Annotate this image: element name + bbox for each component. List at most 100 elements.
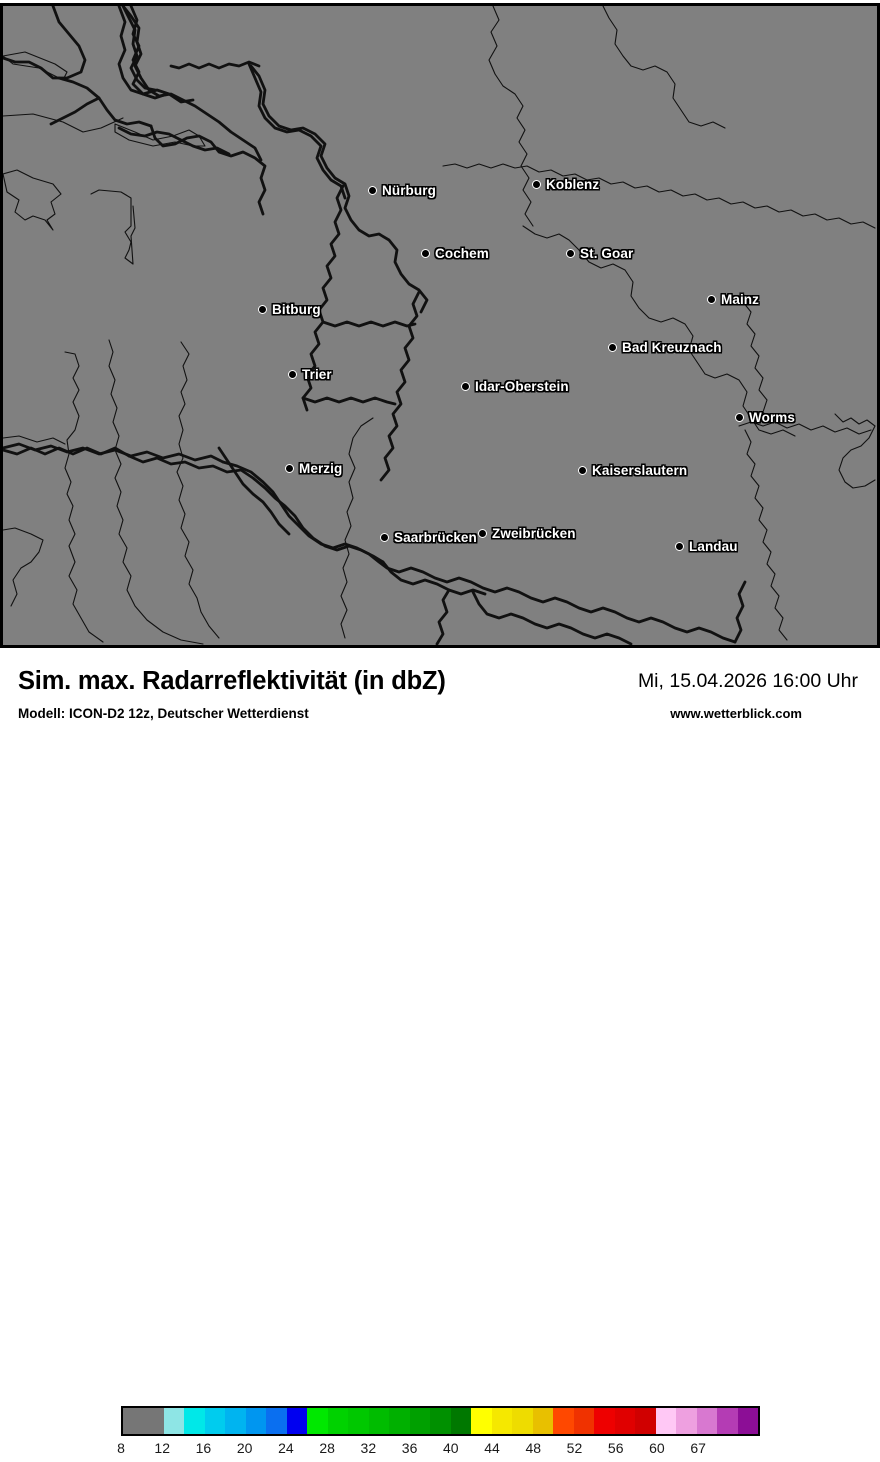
colorbar-cell [245,1408,267,1434]
city-marker: Koblenz [532,177,599,192]
city-label: Merzig [299,461,343,476]
colorbar-cell [368,1408,390,1434]
colorbar-cell [573,1408,595,1434]
colorbar-tick: 20 [236,1440,253,1456]
map-frame[interactable]: Nürburg Koblenz Cochem St. Goar Bitburg Mainz… [0,3,880,648]
colorbar-tick: 32 [360,1440,377,1456]
model-subtitle: Modell: ICON-D2 12z, Deutscher Wetterdie… [18,706,309,721]
colorbar-tick: 28 [319,1440,335,1456]
colorbar-tick: 60 [649,1440,665,1456]
colorbar-tick: 67 [690,1440,706,1456]
city-dot-icon [288,370,297,379]
colorbar-cell [594,1408,615,1434]
site-url-label: www.wetterblick.com [670,706,802,721]
city-label: Trier [302,367,332,382]
colorbar-cell [471,1408,492,1434]
colorbar-cell [184,1408,205,1434]
colorbar-cell [389,1408,410,1434]
reflectivity-colorbar[interactable] [121,1406,760,1436]
colorbar-cell [430,1408,451,1434]
city-dot-icon [566,249,575,258]
colorbar-tick: 24 [278,1440,294,1456]
city-dot-icon [478,529,487,538]
colorbar-tick: 48 [525,1440,542,1456]
colorbar-tick-labels: 8 12 16 20 24 28 32 36 40 44 48 52 56 60 67 [117,1440,760,1462]
primary-borders [3,6,747,645]
secondary-borders [3,6,876,645]
colorbar-cell [696,1408,718,1434]
radar-map-panel: Nürburg Koblenz Cochem St. Goar Bitburg Mainz… [0,0,880,650]
city-dot-icon [380,533,389,542]
city-marker: St. Goar [566,246,633,261]
colorbar-tick: 8 [117,1440,125,1456]
colorbar-tick: 12 [154,1440,171,1456]
colorbar-cell [717,1408,738,1434]
colorbar-cell [553,1408,574,1434]
city-marker: Landau [675,539,738,554]
colorbar-cell [143,1408,164,1434]
city-marker: Kaiserslautern [578,463,687,478]
city-marker: Mainz [707,292,759,307]
city-dot-icon [368,186,377,195]
city-marker: Nürburg [368,183,436,198]
city-dot-icon [608,343,617,352]
city-label: Kaiserslautern [592,463,688,478]
city-marker: Bitburg [258,302,321,317]
city-label: Worms [749,410,796,425]
city-label: St. Goar [580,246,634,261]
colorbar-cell [491,1408,513,1434]
colorbar-cell [614,1408,636,1434]
city-dot-icon [532,180,541,189]
city-label: Landau [689,539,738,554]
city-marker: Zweibrücken [478,526,576,541]
colorbar-cell [266,1408,287,1434]
colorbar-tick: 16 [195,1440,212,1456]
colorbar-cell [512,1408,533,1434]
city-label: Idar-Oberstein [475,379,569,394]
city-dot-icon [675,542,684,551]
colorbar-cell [676,1408,697,1434]
colorbar-cell [286,1408,308,1434]
colorbar-cell [655,1408,677,1434]
colorbar-cell [307,1408,328,1434]
city-dot-icon [421,249,430,258]
city-marker: Merzig [285,461,342,476]
colorbar-cell [532,1408,554,1434]
city-label: Koblenz [546,177,600,192]
colorbar-tick: 44 [484,1440,500,1456]
valid-time-label: Mi, 15.04.2026 16:00 Uhr [637,670,858,692]
city-marker: Saarbrücken [380,530,477,545]
colorbar-tick: 40 [443,1440,459,1456]
colorbar-cell [450,1408,472,1434]
colorbar-tick: 52 [566,1440,583,1456]
city-marker: Trier [288,367,332,382]
city-label: Zweibrücken [492,526,576,541]
colorbar-cell [225,1408,246,1434]
city-label: Nürburg [382,183,436,198]
colorbar-tick: 56 [607,1440,624,1456]
city-dot-icon [258,305,267,314]
city-dot-icon [285,464,294,473]
colorbar-cell [409,1408,431,1434]
city-label: Saarbrücken [394,530,477,545]
footer-panel: Sim. max. Radarreflektivität (in dbZ) Mo… [0,650,880,1456]
city-marker: Bad Kreuznach [608,340,722,355]
city-dot-icon [461,382,470,391]
colorbar-cell [123,1408,144,1434]
city-label: Cochem [435,246,489,261]
colorbar-cell [348,1408,369,1434]
city-dot-icon [578,466,587,475]
city-dot-icon [735,413,744,422]
page-title: Sim. max. Radarreflektivität (in dbZ) [18,667,446,695]
map-borders-svg [3,6,876,645]
city-dot-icon [707,295,716,304]
colorbar-tick: 36 [401,1440,418,1456]
colorbar-cell [204,1408,226,1434]
colorbar-cell [327,1408,349,1434]
city-marker: Worms [735,410,795,425]
colorbar-cell [737,1408,759,1434]
city-marker: Cochem [421,246,489,261]
city-label: Bitburg [272,302,321,317]
colorbar-cell [635,1408,656,1434]
city-label: Mainz [721,292,760,307]
